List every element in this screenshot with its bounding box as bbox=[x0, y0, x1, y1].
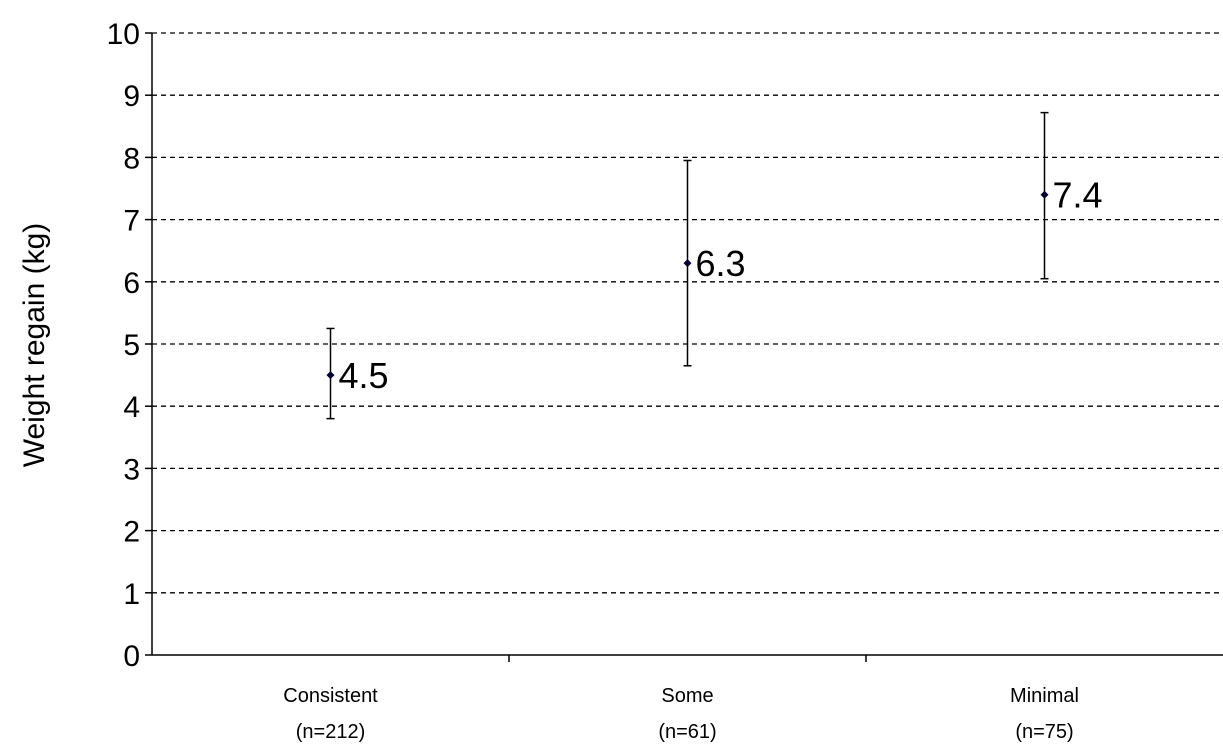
y-tick-label: 6 bbox=[123, 267, 140, 300]
y-tick-label: 1 bbox=[123, 578, 140, 611]
data-label: 7.4 bbox=[1053, 175, 1103, 216]
y-axis-title: Weight regain (kg) bbox=[18, 223, 51, 468]
data-labels: 4.5 6.3 7.4 bbox=[339, 175, 1103, 396]
x-tick-label: Consistent bbox=[283, 685, 378, 707]
axes bbox=[145, 32, 1223, 662]
y-tick-label: 0 bbox=[123, 640, 140, 673]
x-tick-label: Some bbox=[661, 685, 713, 707]
y-tick-label: 5 bbox=[123, 329, 140, 362]
x-tick-label-n: (n=61) bbox=[658, 721, 716, 743]
data-point bbox=[326, 371, 335, 380]
data-label: 6.3 bbox=[696, 243, 746, 284]
y-tick-label: 2 bbox=[123, 516, 140, 549]
y-tick-label: 8 bbox=[123, 142, 140, 175]
y-tick-label: 4 bbox=[123, 391, 140, 424]
data-point bbox=[683, 259, 692, 268]
x-tick-labels: Consistent (n=212) Some (n=61) Minimal (n=75) bbox=[283, 685, 1079, 743]
x-tick-label-n: (n=75) bbox=[1015, 721, 1073, 743]
data-points bbox=[326, 190, 1049, 380]
data-point bbox=[1040, 190, 1049, 199]
y-tick-label: 10 bbox=[107, 18, 140, 51]
x-tick-label-n: (n=212) bbox=[296, 721, 366, 743]
y-tick-labels: 0 1 2 3 4 5 6 7 8 9 10 bbox=[107, 18, 140, 673]
y-tick-label: 9 bbox=[123, 80, 140, 113]
y-tick-label: 3 bbox=[123, 453, 140, 486]
x-tick-label: Minimal bbox=[1010, 685, 1079, 707]
y-tick-label: 7 bbox=[123, 205, 140, 238]
data-label: 4.5 bbox=[339, 355, 389, 396]
